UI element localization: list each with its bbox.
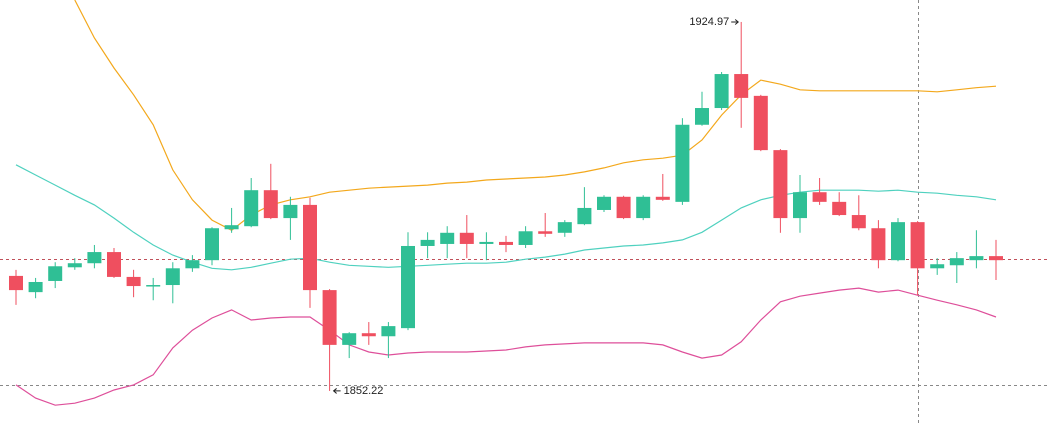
candle-body <box>891 222 905 261</box>
candle-body <box>949 258 964 266</box>
candle-body <box>499 241 513 245</box>
candle-body <box>244 190 259 227</box>
candle-body <box>459 232 474 244</box>
candle-body <box>812 192 827 202</box>
candle-body <box>9 275 23 291</box>
candle-body <box>107 252 121 277</box>
candle-body <box>577 207 592 225</box>
candle-body <box>989 256 1003 261</box>
candle-body <box>263 190 278 219</box>
candle-body <box>303 204 317 291</box>
candle-body <box>205 228 219 261</box>
candle-body <box>538 231 553 234</box>
candle-body <box>753 95 768 151</box>
candle-body <box>871 228 886 261</box>
candle-body <box>28 281 43 293</box>
candle-body <box>381 326 396 337</box>
band-line <box>15 164 997 271</box>
candle-body <box>655 196 670 200</box>
candle-body <box>165 268 180 286</box>
candle-body <box>322 290 337 345</box>
candle-body <box>969 256 984 261</box>
candle-body <box>224 225 239 230</box>
candle-body <box>440 232 455 244</box>
candles <box>9 21 1003 391</box>
band-line <box>74 0 997 232</box>
candle-body <box>930 264 945 269</box>
candle-body <box>616 196 631 219</box>
candle-body <box>87 252 102 264</box>
bands <box>15 0 997 406</box>
candle-body <box>636 196 651 219</box>
candle-body <box>479 241 494 244</box>
candle-body <box>48 266 63 281</box>
candle-body <box>126 276 141 287</box>
candle-body <box>146 285 161 287</box>
candle-body <box>283 204 298 219</box>
candle-body <box>597 196 611 210</box>
candle-body <box>557 222 572 233</box>
candle-body <box>361 333 376 337</box>
candle-body <box>67 263 82 268</box>
candle-body <box>910 222 925 269</box>
candle-body <box>734 74 749 98</box>
band-line <box>15 287 997 406</box>
candle-body <box>342 333 357 345</box>
high-label: 1924.97 <box>689 16 729 28</box>
candle-body <box>675 124 690 202</box>
candle-body <box>773 150 788 219</box>
annotations: 1924.97 1852.22 <box>332 16 739 397</box>
candle-body <box>832 201 847 216</box>
high-arrow <box>731 19 739 25</box>
candle-body <box>714 74 729 109</box>
low-label: 1852.22 <box>344 385 384 397</box>
candle-body <box>185 260 200 269</box>
candle-body <box>401 245 415 329</box>
candle-body <box>420 239 435 246</box>
candle-body <box>793 192 807 219</box>
low-arrow <box>332 388 341 394</box>
candle-body <box>695 108 709 125</box>
candle-body <box>851 215 866 229</box>
candle-body <box>518 231 533 245</box>
